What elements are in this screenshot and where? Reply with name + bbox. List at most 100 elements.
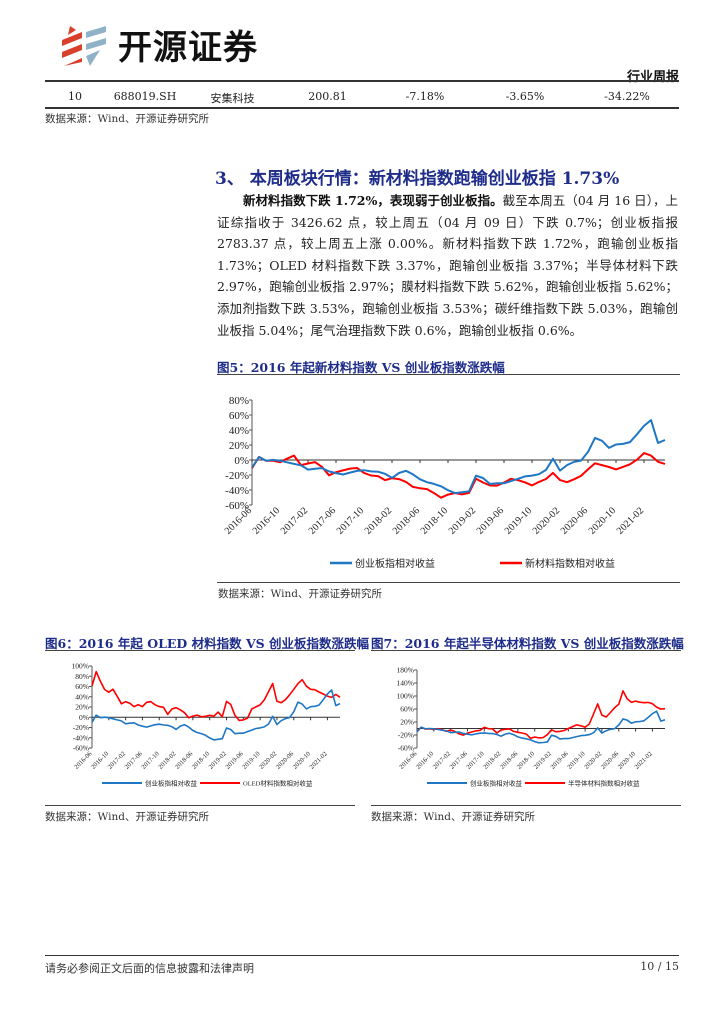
- cell-name: 安集科技: [210, 92, 255, 105]
- figure7-source-rule: [371, 805, 681, 806]
- header-divider: [45, 80, 679, 82]
- paragraph-body: 截至本周五（04 月 16 日），上证综指收于 3426.62 点，较上周五（0…: [217, 193, 678, 338]
- table-bottom-border: [45, 107, 679, 109]
- table-row: 10 688019.SH 安集科技 200.81 -7.18% -3.65% -…: [45, 90, 679, 106]
- legend-label: 半导体材料指数相对收益: [568, 779, 640, 788]
- legend-label: 新材料指数相对收益: [525, 557, 615, 570]
- x-tick-label: 2021-02: [309, 750, 329, 770]
- figure5-chart: 80%60%40%20%0%-20%-40%-60%2016-062016-10…: [223, 395, 666, 570]
- x-tick-label: 2020-02: [531, 505, 562, 536]
- figure6-title: 图6：2016 年起 OLED 材料指数 VS 创业板指数涨跌幅: [45, 636, 370, 651]
- y-tick-label: 40%: [75, 692, 89, 701]
- y-tick-label: 100%: [397, 692, 415, 701]
- x-tick-label: 2018-02: [363, 505, 394, 536]
- legend-label: 创业板指相对收益: [145, 779, 198, 788]
- x-tick-label: 2017-02: [432, 750, 452, 770]
- figure7-title-rule: [371, 650, 681, 651]
- x-tick-label: 2020-02: [258, 750, 278, 770]
- company-logo: 开源证券: [60, 20, 258, 69]
- y-tick-label: 140%: [397, 679, 415, 688]
- logo-mark-icon: [62, 25, 106, 66]
- series-line-1: [91, 670, 341, 722]
- y-tick-label: 0%: [79, 713, 89, 722]
- x-tick-label: 2020-02: [583, 750, 603, 770]
- y-tick-label: 20%: [400, 718, 414, 727]
- y-tick-label: -60%: [225, 500, 249, 512]
- legend-label: 创业板指相对收益: [470, 779, 523, 788]
- y-tick-label: -40%: [73, 733, 89, 742]
- y-tick-label: 80%: [229, 395, 249, 407]
- x-tick-label: 2017-02: [279, 505, 310, 536]
- cell-chg3: -34.22%: [604, 90, 650, 103]
- y-tick-label: 180%: [397, 666, 415, 675]
- legend-label: OLED材料指数相对收益: [243, 779, 313, 788]
- y-tick-label: -60%: [73, 744, 89, 753]
- x-tick-label: 2019-02: [447, 505, 478, 536]
- y-tick-label: 40%: [229, 425, 249, 437]
- x-tick-label: 2020-10: [617, 750, 637, 770]
- x-tick-label: 2019-02: [533, 750, 553, 770]
- paragraph-lead: 新材料指数下跌 1.72%，表现弱于创业板指。: [243, 193, 503, 208]
- y-tick-label: -60%: [398, 744, 414, 753]
- x-tick-label: 2017-10: [465, 750, 485, 770]
- y-tick-label: 60%: [229, 410, 249, 422]
- figure6-source-rule: [45, 805, 355, 806]
- x-tick-label: 2018-06: [391, 505, 422, 536]
- x-tick-label: 2018-10: [419, 505, 450, 536]
- figure6-source: 数据来源：Wind、开源证券研究所: [45, 811, 209, 823]
- y-tick-label: 60%: [75, 682, 89, 691]
- y-tick-label: -20%: [398, 731, 414, 740]
- figure6-chart: 100%80%60%40%20%0%-20%-40%-60%2016-06201…: [72, 662, 341, 788]
- x-tick-label: 2019-06: [475, 505, 506, 536]
- series-line-0: [91, 689, 341, 741]
- x-tick-label: 2018-02: [157, 750, 177, 770]
- x-tick-label: 2018-10: [516, 750, 536, 770]
- x-tick-label: 2019-10: [503, 505, 534, 536]
- x-tick-label: 2021-02: [634, 750, 654, 770]
- y-tick-label: -20%: [225, 470, 249, 482]
- x-tick-label: 2016-10: [251, 505, 282, 536]
- figure7-chart: 180%140%100%60%20%-20%-60%2016-062016-10…: [397, 666, 666, 788]
- x-tick-label: 2019-02: [208, 750, 228, 770]
- figure7-title: 图7：2016 年起半导体材料指数 VS 创业板指数涨跌幅: [371, 636, 684, 651]
- y-tick-label: 80%: [75, 672, 89, 681]
- cell-rank: 10: [68, 90, 82, 103]
- page-number: 10 / 15: [640, 960, 679, 973]
- x-tick-label: 2017-06: [307, 505, 338, 536]
- cell-price: 200.81: [308, 90, 347, 103]
- x-tick-label: 2016-10: [90, 750, 110, 770]
- x-tick-label: 2020-06: [559, 505, 590, 536]
- figure5-title: 图5：2016 年起新材料指数 VS 创业板指数涨跌幅: [217, 360, 505, 375]
- y-tick-label: 60%: [400, 705, 414, 714]
- table-source: 数据来源：Wind、开源证券研究所: [45, 113, 209, 125]
- y-tick-label: 20%: [75, 703, 89, 712]
- y-tick-label: 0%: [234, 455, 249, 467]
- legend-label: 创业板指相对收益: [355, 557, 435, 570]
- cell-chg2: -3.65%: [505, 90, 545, 103]
- series-line-0: [416, 710, 666, 744]
- x-tick-label: 2020-10: [292, 750, 312, 770]
- footer-divider: [45, 955, 679, 956]
- x-tick-label: 2019-10: [566, 750, 586, 770]
- figure6-title-rule: [45, 650, 355, 651]
- x-tick-label: 2018-10: [191, 750, 211, 770]
- y-tick-label: -40%: [225, 485, 249, 497]
- figure5-title-rule: [217, 374, 680, 375]
- series-line-0: [251, 419, 666, 495]
- figure7-source: 数据来源：Wind、开源证券研究所: [371, 811, 535, 823]
- x-tick-label: 2021-02: [615, 505, 646, 536]
- series-line-1: [416, 690, 666, 740]
- x-tick-label: 2019-10: [241, 750, 261, 770]
- y-tick-label: 20%: [229, 440, 249, 452]
- x-tick-label: 2018-02: [482, 750, 502, 770]
- x-tick-label: 2017-10: [335, 505, 366, 536]
- x-tick-label: 2017-02: [107, 750, 127, 770]
- x-tick-label: 2020-10: [587, 505, 618, 536]
- figure5-source: 数据来源：Wind、开源证券研究所: [218, 588, 382, 600]
- figure5-source-rule: [217, 582, 680, 583]
- y-tick-label: 100%: [72, 662, 90, 671]
- cell-code: 688019.SH: [113, 90, 177, 103]
- footer-disclaimer: 请务必参阅正文后面的信息披露和法律声明: [45, 962, 254, 975]
- y-tick-label: -20%: [73, 723, 89, 732]
- section-heading: 3、 本周板块行情：新材料指数跑输创业板指 1.73%: [215, 169, 620, 189]
